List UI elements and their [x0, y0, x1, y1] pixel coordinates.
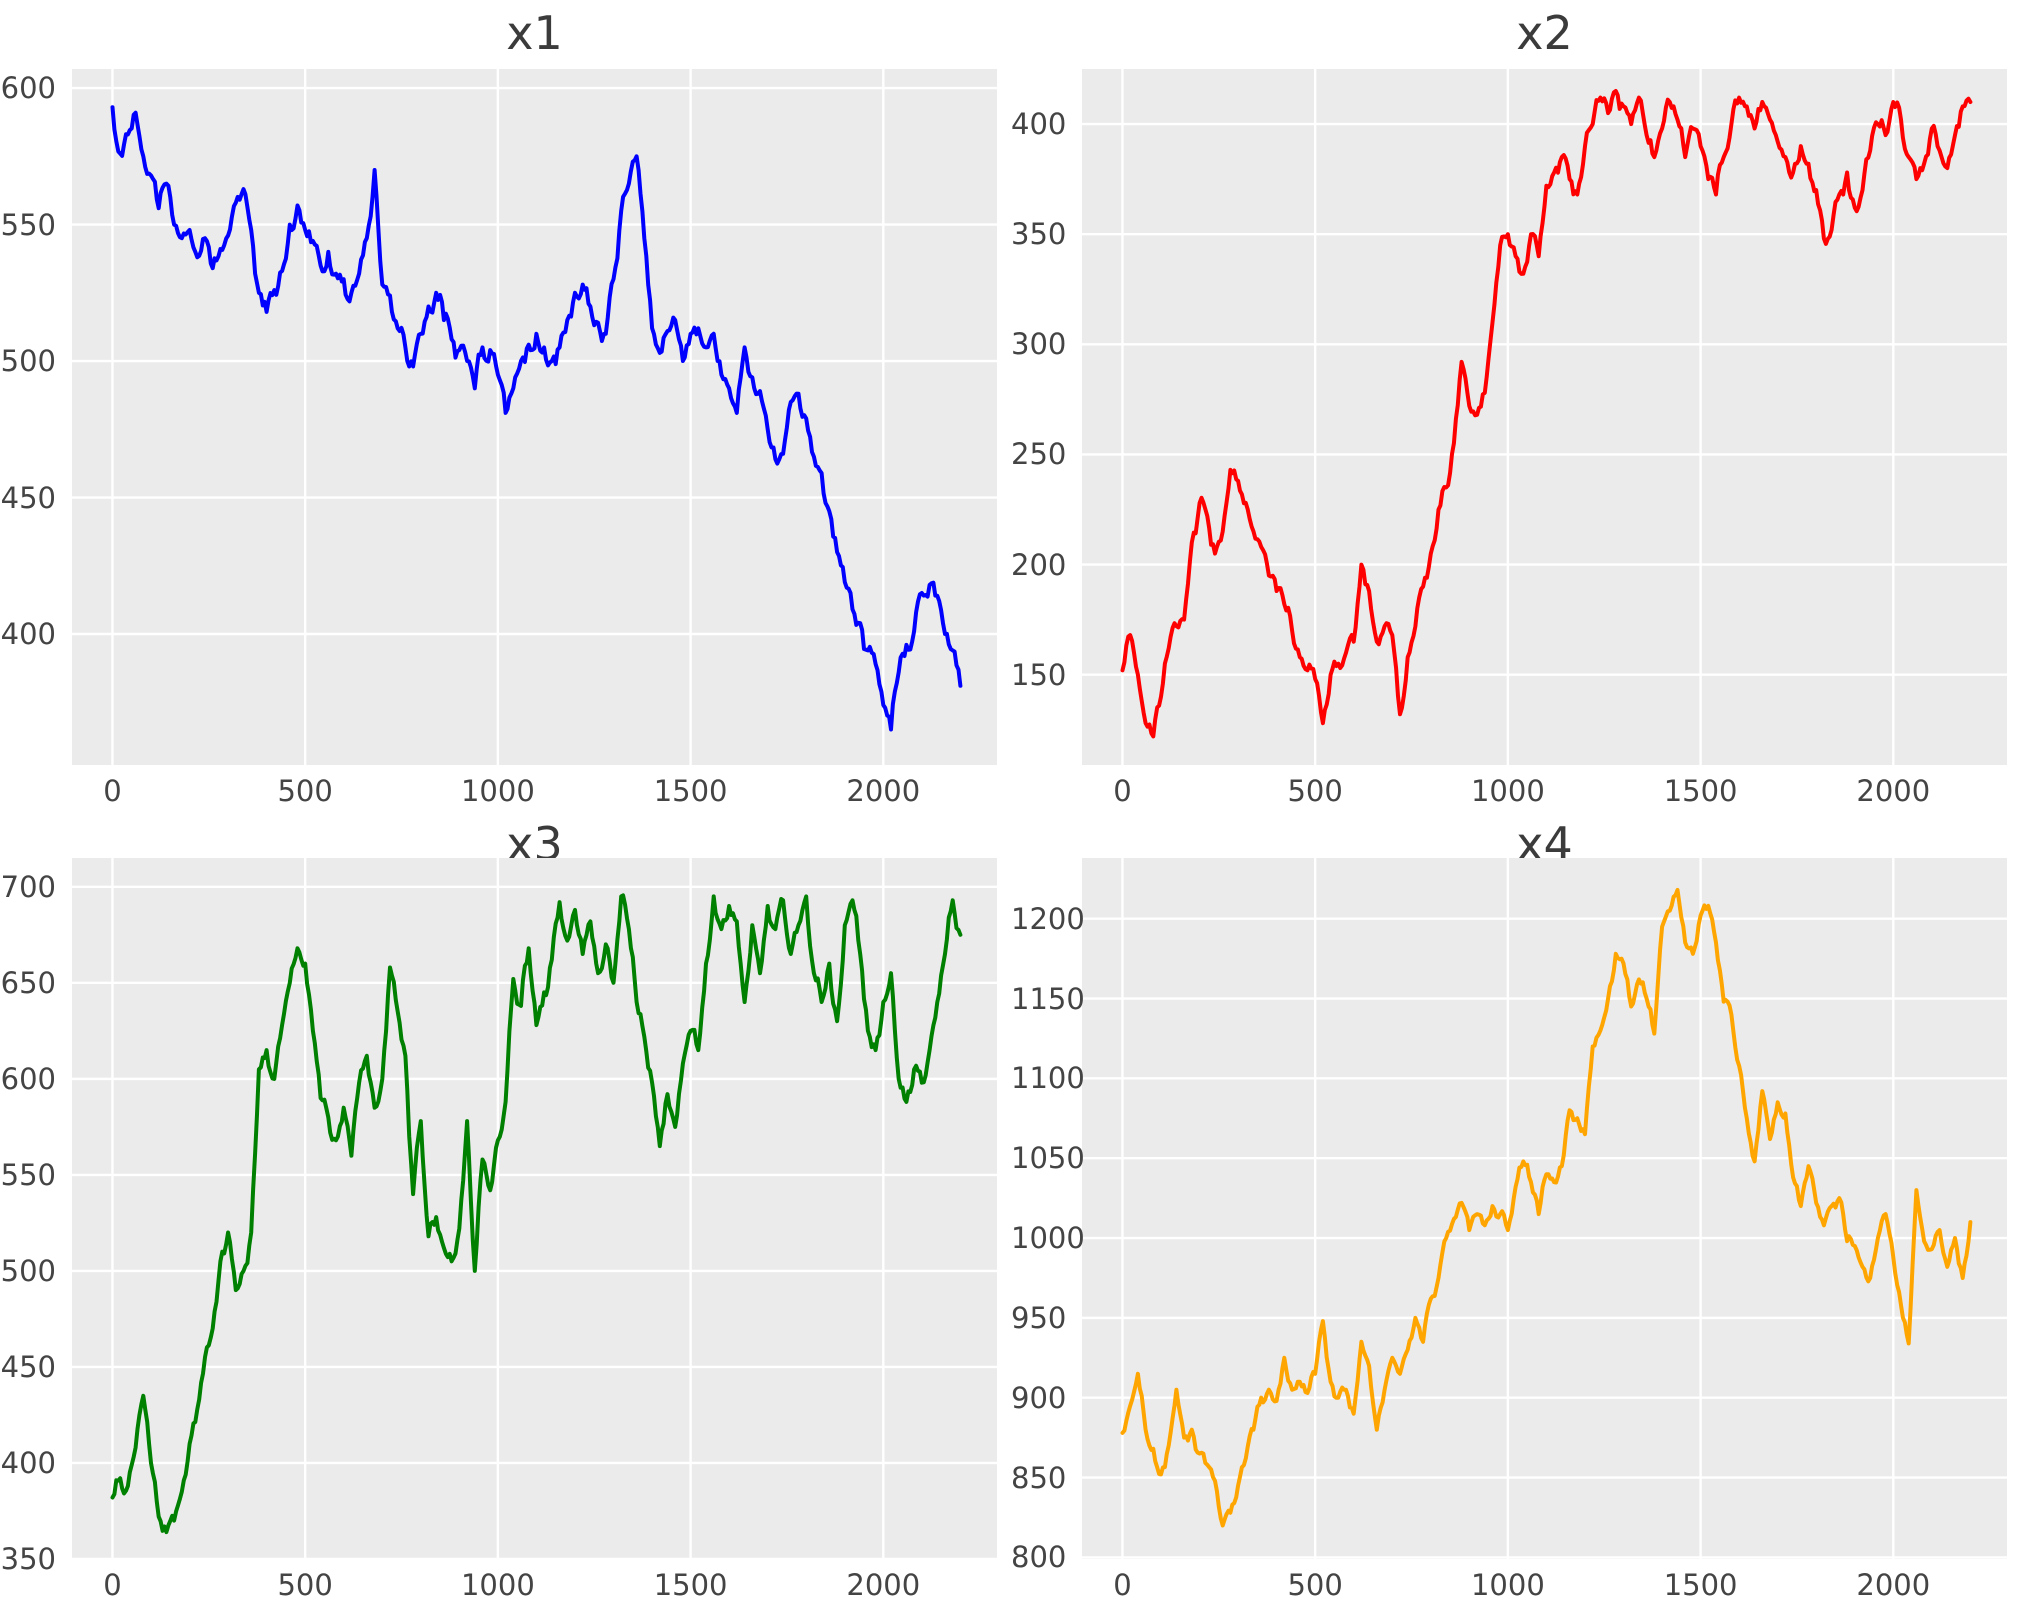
line-chart-x4	[1082, 858, 2007, 1559]
x-tick-label: 500	[1287, 1568, 1343, 1602]
y-tick-label: 1100	[1011, 1061, 1085, 1096]
x-tick-label: 1000	[460, 1568, 535, 1602]
y-tick-label: 300	[1011, 327, 1067, 362]
x-tick-label: 1000	[460, 774, 535, 808]
series-line-x2	[1120, 89, 1973, 739]
x-tick-label: 0	[103, 1568, 122, 1602]
y-tick-label: 1150	[1011, 981, 1085, 1016]
y-tick-label: 500	[0, 1253, 56, 1288]
grid-lines	[1082, 858, 2007, 1559]
x-tick-label: 1500	[653, 1568, 728, 1602]
x-tick-label: 2000	[846, 774, 921, 808]
y-tick-label: 700	[0, 869, 56, 904]
line-chart-x3	[72, 858, 997, 1559]
y-tick-label: 850	[1011, 1460, 1067, 1495]
y-tick-label: 550	[0, 1157, 56, 1192]
y-tick-label: 950	[1011, 1300, 1067, 1335]
subplot-title-x1: x1	[506, 6, 563, 60]
subplot-x4: x4 800 850 900 950 1000 1050 1100 1150 1200 0 500 1…	[1011, 811, 2023, 1623]
y-tick-label: 550	[0, 207, 56, 242]
y-tick-label: 250	[1011, 437, 1067, 472]
x-tick-label: 0	[103, 774, 122, 808]
y-tick-label: 600	[0, 1061, 56, 1096]
y-tick-label: 150	[1011, 657, 1067, 692]
subplot-x2: x2 150 200 250 300 350 400 0 500 1000 1500 2000	[1011, 0, 2023, 811]
x-tick-label: 1000	[1470, 1568, 1545, 1602]
subplot-title-x2: x2	[1516, 6, 1573, 60]
y-tick-label: 350	[0, 1542, 56, 1576]
y-tick-label: 900	[1011, 1380, 1067, 1415]
y-tick-label: 1200	[1011, 901, 1085, 936]
series-line-x3	[110, 893, 963, 1535]
series-line-x4	[1120, 887, 1973, 1528]
subplot-x3: x3 350 400 450 500 550 600 650 700 0 500 1000 1500 2…	[0, 811, 1011, 1623]
line-chart-x1	[72, 69, 997, 765]
y-tick-label: 1000	[1011, 1221, 1085, 1256]
x-tick-label: 0	[1113, 1568, 1132, 1602]
x-tick-label: 500	[277, 1568, 333, 1602]
y-tick-label: 450	[0, 1349, 56, 1384]
x-tick-label: 1500	[1663, 1568, 1738, 1602]
y-tick-label: 200	[1011, 547, 1067, 582]
y-tick-label: 400	[0, 1445, 56, 1480]
x-tick-label: 1000	[1470, 774, 1545, 808]
grid-lines	[1082, 69, 2007, 765]
x-tick-label: 2000	[1856, 1568, 1931, 1602]
y-tick-label: 500	[0, 344, 56, 379]
y-tick-label: 600	[0, 71, 56, 106]
grid-lines	[72, 858, 997, 1559]
y-tick-label: 350	[1011, 217, 1067, 252]
x-tick-label: 1500	[653, 774, 728, 808]
y-tick-label: 800	[1011, 1540, 1067, 1575]
y-tick-label: 400	[1011, 107, 1067, 142]
y-tick-label: 650	[0, 965, 56, 1000]
plot-area-x2	[1082, 69, 2007, 765]
plot-area-x4	[1082, 858, 2007, 1559]
y-tick-label: 400	[0, 616, 56, 651]
plot-area-x1	[72, 69, 997, 765]
x-tick-label: 500	[277, 774, 333, 808]
subplot-x1: x1 400 450 500 550 600 0 500 1000 1500 2000	[0, 0, 1011, 811]
x-tick-label: 0	[1113, 774, 1132, 808]
grid-lines	[72, 69, 997, 765]
x-tick-label: 2000	[846, 1568, 921, 1602]
line-chart-x2	[1082, 69, 2007, 765]
x-tick-label: 1500	[1663, 774, 1738, 808]
x-tick-label: 500	[1287, 774, 1343, 808]
plot-area-x3	[72, 858, 997, 1559]
y-tick-label: 1050	[1011, 1141, 1085, 1176]
series-line-x1	[110, 105, 963, 732]
x-tick-label: 2000	[1856, 774, 1931, 808]
y-tick-label: 450	[0, 480, 56, 515]
